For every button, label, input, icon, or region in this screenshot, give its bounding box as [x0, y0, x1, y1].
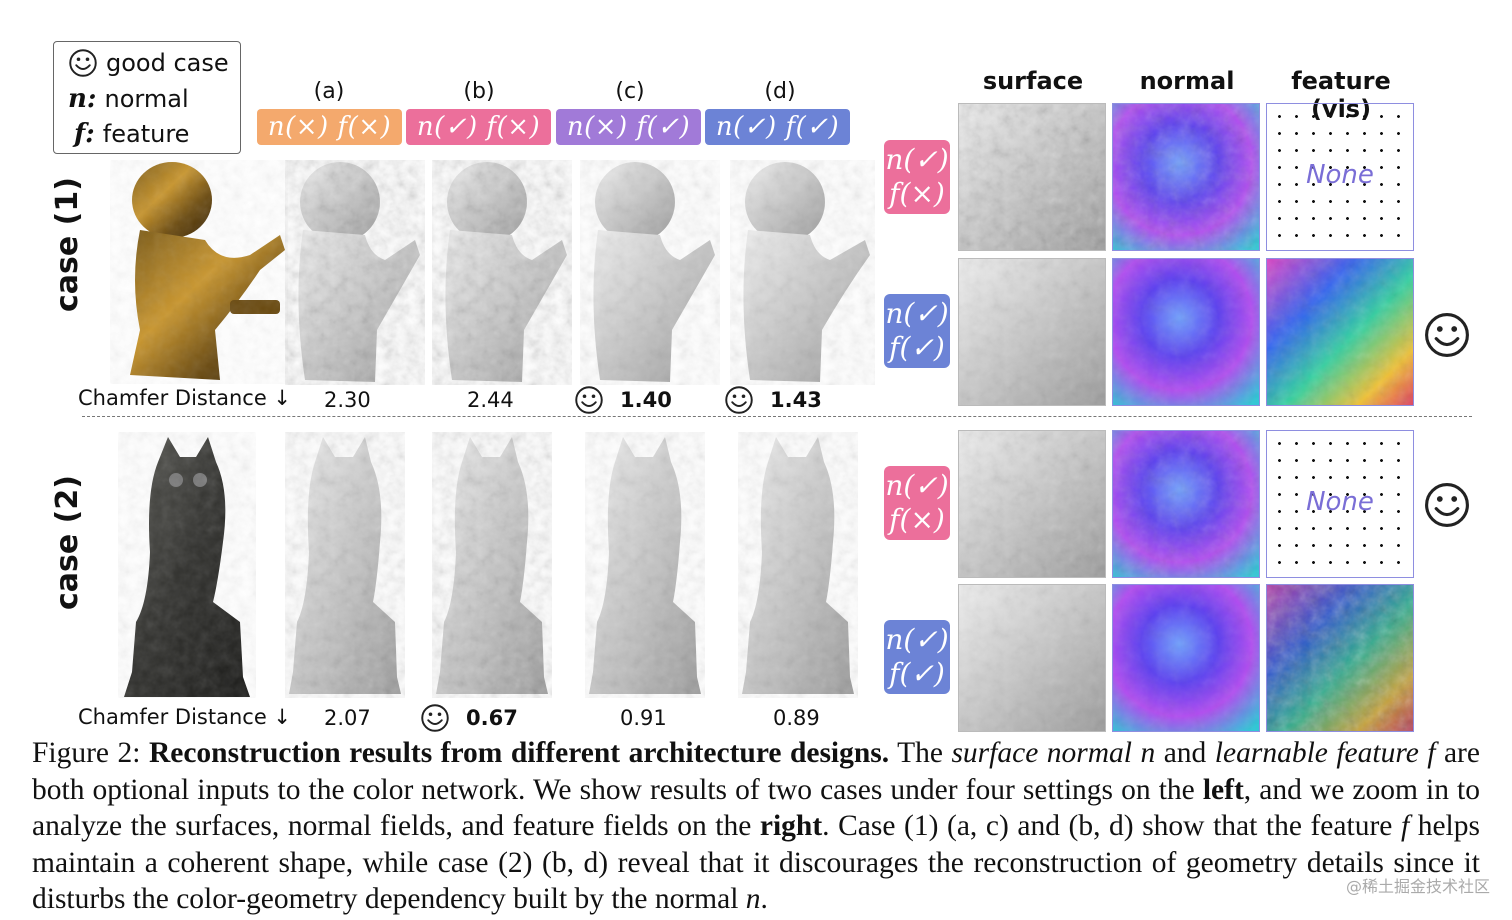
caption-italic: n: [745, 883, 761, 915]
header-surface: surface: [982, 67, 1084, 95]
case-1-render-a: [285, 160, 425, 385]
row-1-feature-tile: None: [1266, 103, 1414, 251]
row-4-n: n(✓): [885, 623, 949, 656]
row-3-f: f(×): [889, 503, 945, 536]
column-c-letter: (c): [615, 79, 645, 104]
smiley-icon: [420, 703, 450, 733]
row-2-n: n(✓): [885, 297, 949, 330]
legend-feature: f: feature: [68, 120, 189, 148]
caption-text: . Case (1) (a, c) and (b, d) show that t…: [822, 810, 1401, 842]
case-1-value-d: 1.43: [770, 388, 822, 412]
row-4-setting-badge: n(✓) f(✓): [884, 620, 950, 694]
smiley-icon: [574, 385, 604, 415]
row-1-setting-badge: n(✓) f(×): [884, 140, 950, 214]
row-1-f: f(×): [889, 177, 945, 210]
row-2-feature-tile: [1266, 258, 1414, 406]
case-2-value-a: 2.07: [324, 706, 371, 730]
caption-text: The: [889, 737, 952, 769]
case-2-render-b: [432, 432, 552, 698]
case-2-render-c: [585, 432, 705, 698]
row-3-surface-tile: [958, 430, 1106, 578]
column-a-letter: (a): [313, 79, 345, 104]
row-1-surface-tile: [958, 103, 1106, 251]
column-b-letter: (b): [463, 79, 495, 104]
caption-italic: surface normal n: [951, 737, 1156, 769]
case-2-input-photo: [118, 432, 256, 698]
watermark: @稀土掘金技术社区: [1345, 877, 1490, 896]
case-2-render-d: [738, 432, 858, 698]
case-1-render-d: [730, 160, 875, 385]
caption-title: Reconstruction results from different ar…: [148, 737, 890, 769]
caption-text: and: [1155, 737, 1215, 769]
case-1-render-b: [432, 160, 572, 385]
case-1-metric-label: Chamfer Distance ↓: [78, 386, 292, 410]
normal-symbol: n:: [68, 84, 97, 114]
legend-normal: n: normal: [68, 85, 189, 113]
row-3-n: n(✓): [885, 469, 949, 502]
row-3-good-smiley-icon: [1423, 481, 1471, 529]
legend-good-case: good case: [68, 48, 229, 78]
case-2-value-d: 0.89: [773, 706, 820, 730]
legend-good-case-label: good case: [106, 49, 229, 77]
row-2-surface-tile: [958, 258, 1106, 406]
row-4-feature-tile: [1266, 584, 1414, 732]
case-2-render-a: [285, 432, 405, 698]
row-1-feature-none: None: [1306, 160, 1374, 190]
column-d-setting: n(✓) f(✓): [705, 109, 850, 145]
smiley-icon: [68, 48, 98, 78]
case-2-value-c: 0.91: [620, 706, 667, 730]
row-4-surface-tile: [958, 584, 1106, 732]
feature-symbol: f:: [74, 119, 95, 149]
case-1-value-c: 1.40: [620, 388, 672, 412]
caption-text: helps maintain a coherent shape, while c…: [32, 810, 1480, 915]
caption-prefix: Figure 2:: [32, 737, 149, 769]
column-a-setting: n(×) f(×): [257, 109, 402, 145]
row-3-normal-tile: [1112, 430, 1260, 578]
column-b-setting: n(✓) f(×): [406, 109, 551, 145]
caption-text: are both optional inputs to the color ne…: [32, 737, 1480, 806]
case-2-label: case (2): [50, 475, 85, 610]
caption-text: , and we zoom in to analyze the surfaces…: [32, 773, 1480, 843]
row-3-setting-badge: n(✓) f(×): [884, 466, 950, 540]
case-1-value-a: 2.30: [324, 388, 371, 412]
row-2-setting-badge: n(✓) f(✓): [884, 294, 950, 368]
row-2-f: f(✓): [889, 331, 945, 364]
caption-italic: f: [1400, 810, 1410, 842]
case-2-metric-label: Chamfer Distance ↓: [78, 705, 292, 729]
row-4-f: f(✓): [889, 657, 945, 690]
case-1-value-b: 2.44: [467, 388, 514, 412]
caption-text: .: [760, 883, 768, 915]
row-1-normal-tile: [1112, 103, 1260, 251]
row-3-feature-none: None: [1306, 487, 1374, 517]
case-1-render-c: [580, 160, 720, 385]
legend-box: good case n: normal f: feature: [53, 41, 241, 154]
row-3-feature-tile: None: [1266, 430, 1414, 578]
caption-italic: learnable feature f: [1214, 737, 1436, 769]
legend-feature-label: feature: [102, 120, 190, 148]
column-d-letter: (d): [764, 79, 796, 104]
case-1-input-photo: [110, 160, 288, 384]
row-2-good-smiley-icon: [1423, 311, 1471, 359]
row-1-n: n(✓): [885, 143, 949, 176]
row-2-normal-tile: [1112, 258, 1260, 406]
column-c-setting: n(×) f(✓): [556, 109, 701, 145]
case-divider: [82, 416, 1472, 417]
row-4-normal-tile: [1112, 584, 1260, 732]
caption-bold: left: [1202, 773, 1244, 806]
legend-normal-label: normal: [104, 85, 189, 113]
case-1-label: case (1): [50, 177, 85, 312]
caption-bold: right: [759, 810, 823, 842]
smiley-icon: [724, 385, 754, 415]
case-2-value-b: 0.67: [466, 706, 518, 730]
header-normal: normal: [1139, 67, 1235, 95]
figure-caption: Figure 2: Reconstruction results from di…: [32, 735, 1480, 918]
